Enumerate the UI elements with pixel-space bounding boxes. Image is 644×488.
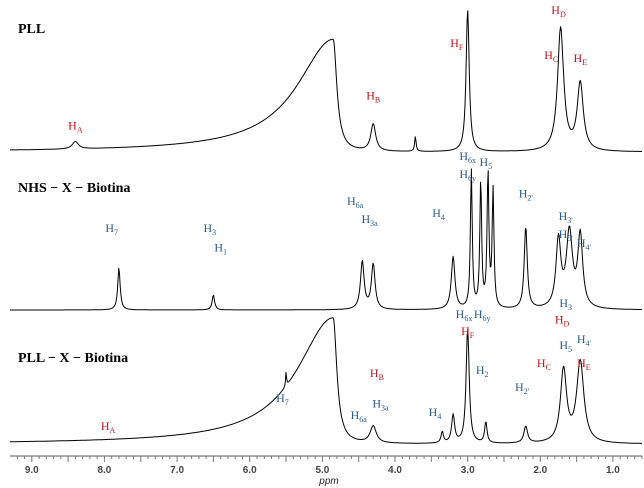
peak-label: H2' — [519, 187, 534, 203]
peak-label: H4 — [429, 405, 442, 421]
peak-label: HA — [68, 119, 83, 135]
tick-label: 6.0 — [243, 465, 257, 476]
peak-label: H6a — [347, 194, 364, 210]
peak-label: H6a — [351, 408, 368, 424]
spectrum-title: PLL − X − Biotina — [18, 351, 128, 366]
peak-label: H5' — [559, 227, 574, 243]
peak-label: H5 — [559, 338, 572, 354]
spectrum-trace — [9, 10, 642, 152]
peak-label: H3 — [203, 221, 216, 237]
peak-label: HD — [551, 3, 566, 19]
peak-label: H4' — [577, 236, 592, 252]
peak-label: H4' — [577, 332, 592, 348]
tick-label: 2.0 — [533, 465, 547, 476]
peak-label: HF — [450, 36, 464, 52]
peak-label: H6x — [459, 149, 476, 165]
tick-label: 5.0 — [315, 465, 329, 476]
axis-ticks: 9.0 8.0 7.0 6.0 5.0 4.0 3.0 2.0 1.0 — [16, 456, 643, 476]
tick-label: 7.0 — [170, 465, 184, 476]
peak-label: HD — [555, 313, 570, 329]
peak-label: HA — [101, 419, 116, 435]
tick-label: 3.0 — [461, 465, 475, 476]
spectrum-trace — [10, 168, 642, 311]
spectra-layer: PLL HA HB HF HD HC HE NHS − X − Biotina H7 H3 H1 H6… — [9, 3, 642, 444]
peak-label: H7 — [276, 391, 289, 407]
peak-label: H1 — [214, 241, 227, 257]
peak-label: H3a — [361, 212, 378, 228]
spectrum-1: PLL HA HB HF HD HC HE — [9, 3, 642, 152]
peak-label: H5 — [479, 155, 492, 171]
spectrum-trace — [10, 317, 642, 444]
tick-label: 8.0 — [97, 465, 111, 476]
peak-label: HF — [461, 324, 475, 340]
peak-label: H6y — [459, 167, 476, 183]
ppm-axis: 9.0 8.0 7.0 6.0 5.0 4.0 3.0 2.0 1.0 ppm — [10, 455, 643, 487]
tick-label: 1.0 — [606, 465, 620, 476]
x-axis-title: ppm — [318, 476, 338, 487]
peak-label: H6y — [474, 307, 491, 323]
peak-label: HE — [577, 356, 591, 372]
peak-label: H3a — [372, 397, 389, 413]
peak-label: H2 — [476, 363, 489, 379]
spectrum-title: NHS − X − Biotina — [18, 181, 130, 196]
peak-label: H2' — [515, 380, 530, 396]
peak-label: HB — [370, 366, 384, 382]
peak-label: HC — [544, 48, 558, 64]
peak-label: H4 — [432, 206, 445, 222]
tick-label: 9.0 — [25, 465, 39, 476]
peak-label: HE — [574, 51, 588, 67]
peak-label: H7 — [105, 221, 118, 237]
peak-label: H3 — [559, 296, 572, 312]
tick-label: 4.0 — [388, 465, 402, 476]
peak-label: H6x — [456, 307, 473, 323]
peak-label: H3' — [559, 209, 574, 225]
peak-label: HC — [537, 356, 551, 372]
spectrum-title: PLL — [18, 22, 45, 37]
peak-label: HB — [366, 89, 380, 105]
